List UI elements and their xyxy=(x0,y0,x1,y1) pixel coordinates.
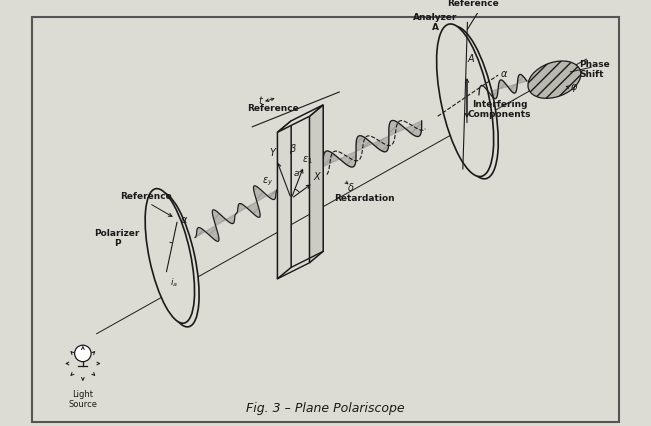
Text: Retardation: Retardation xyxy=(334,193,395,203)
Text: $\epsilon_y$: $\epsilon_y$ xyxy=(262,176,273,188)
Text: A: A xyxy=(467,54,474,64)
Text: a: a xyxy=(294,169,299,178)
Polygon shape xyxy=(309,106,323,263)
Ellipse shape xyxy=(528,62,581,99)
Polygon shape xyxy=(277,121,291,279)
Text: $i_a$: $i_a$ xyxy=(169,276,178,288)
Ellipse shape xyxy=(145,189,195,323)
Polygon shape xyxy=(323,121,422,168)
Text: $\delta$: $\delta$ xyxy=(347,180,354,192)
Text: $\varphi$: $\varphi$ xyxy=(570,82,579,94)
Ellipse shape xyxy=(441,27,498,179)
Text: Fig. 3 – Plane Polariscope: Fig. 3 – Plane Polariscope xyxy=(246,401,405,414)
Text: Analyzer
A: Analyzer A xyxy=(413,13,458,32)
Text: Light
Source: Light Source xyxy=(68,389,98,408)
Circle shape xyxy=(75,345,91,362)
Ellipse shape xyxy=(150,193,199,327)
Polygon shape xyxy=(479,75,527,99)
Text: Reference: Reference xyxy=(447,0,499,8)
Ellipse shape xyxy=(437,25,493,177)
Polygon shape xyxy=(195,186,277,242)
Text: t: t xyxy=(258,95,262,105)
Text: Reference: Reference xyxy=(120,192,172,201)
Text: $\epsilon_1$: $\epsilon_1$ xyxy=(302,154,312,166)
Text: Phase
Shift: Phase Shift xyxy=(579,60,611,79)
Text: Y: Y xyxy=(269,148,275,158)
Text: Polarizer
P: Polarizer P xyxy=(94,228,140,248)
Text: $\alpha$: $\alpha$ xyxy=(500,69,508,79)
Text: $\beta$: $\beta$ xyxy=(290,141,298,155)
Text: Interfering
Components: Interfering Components xyxy=(467,100,531,119)
Text: X: X xyxy=(313,172,320,182)
Polygon shape xyxy=(277,106,323,133)
Text: Reference: Reference xyxy=(247,104,299,113)
Text: $\alpha$: $\alpha$ xyxy=(180,214,188,224)
